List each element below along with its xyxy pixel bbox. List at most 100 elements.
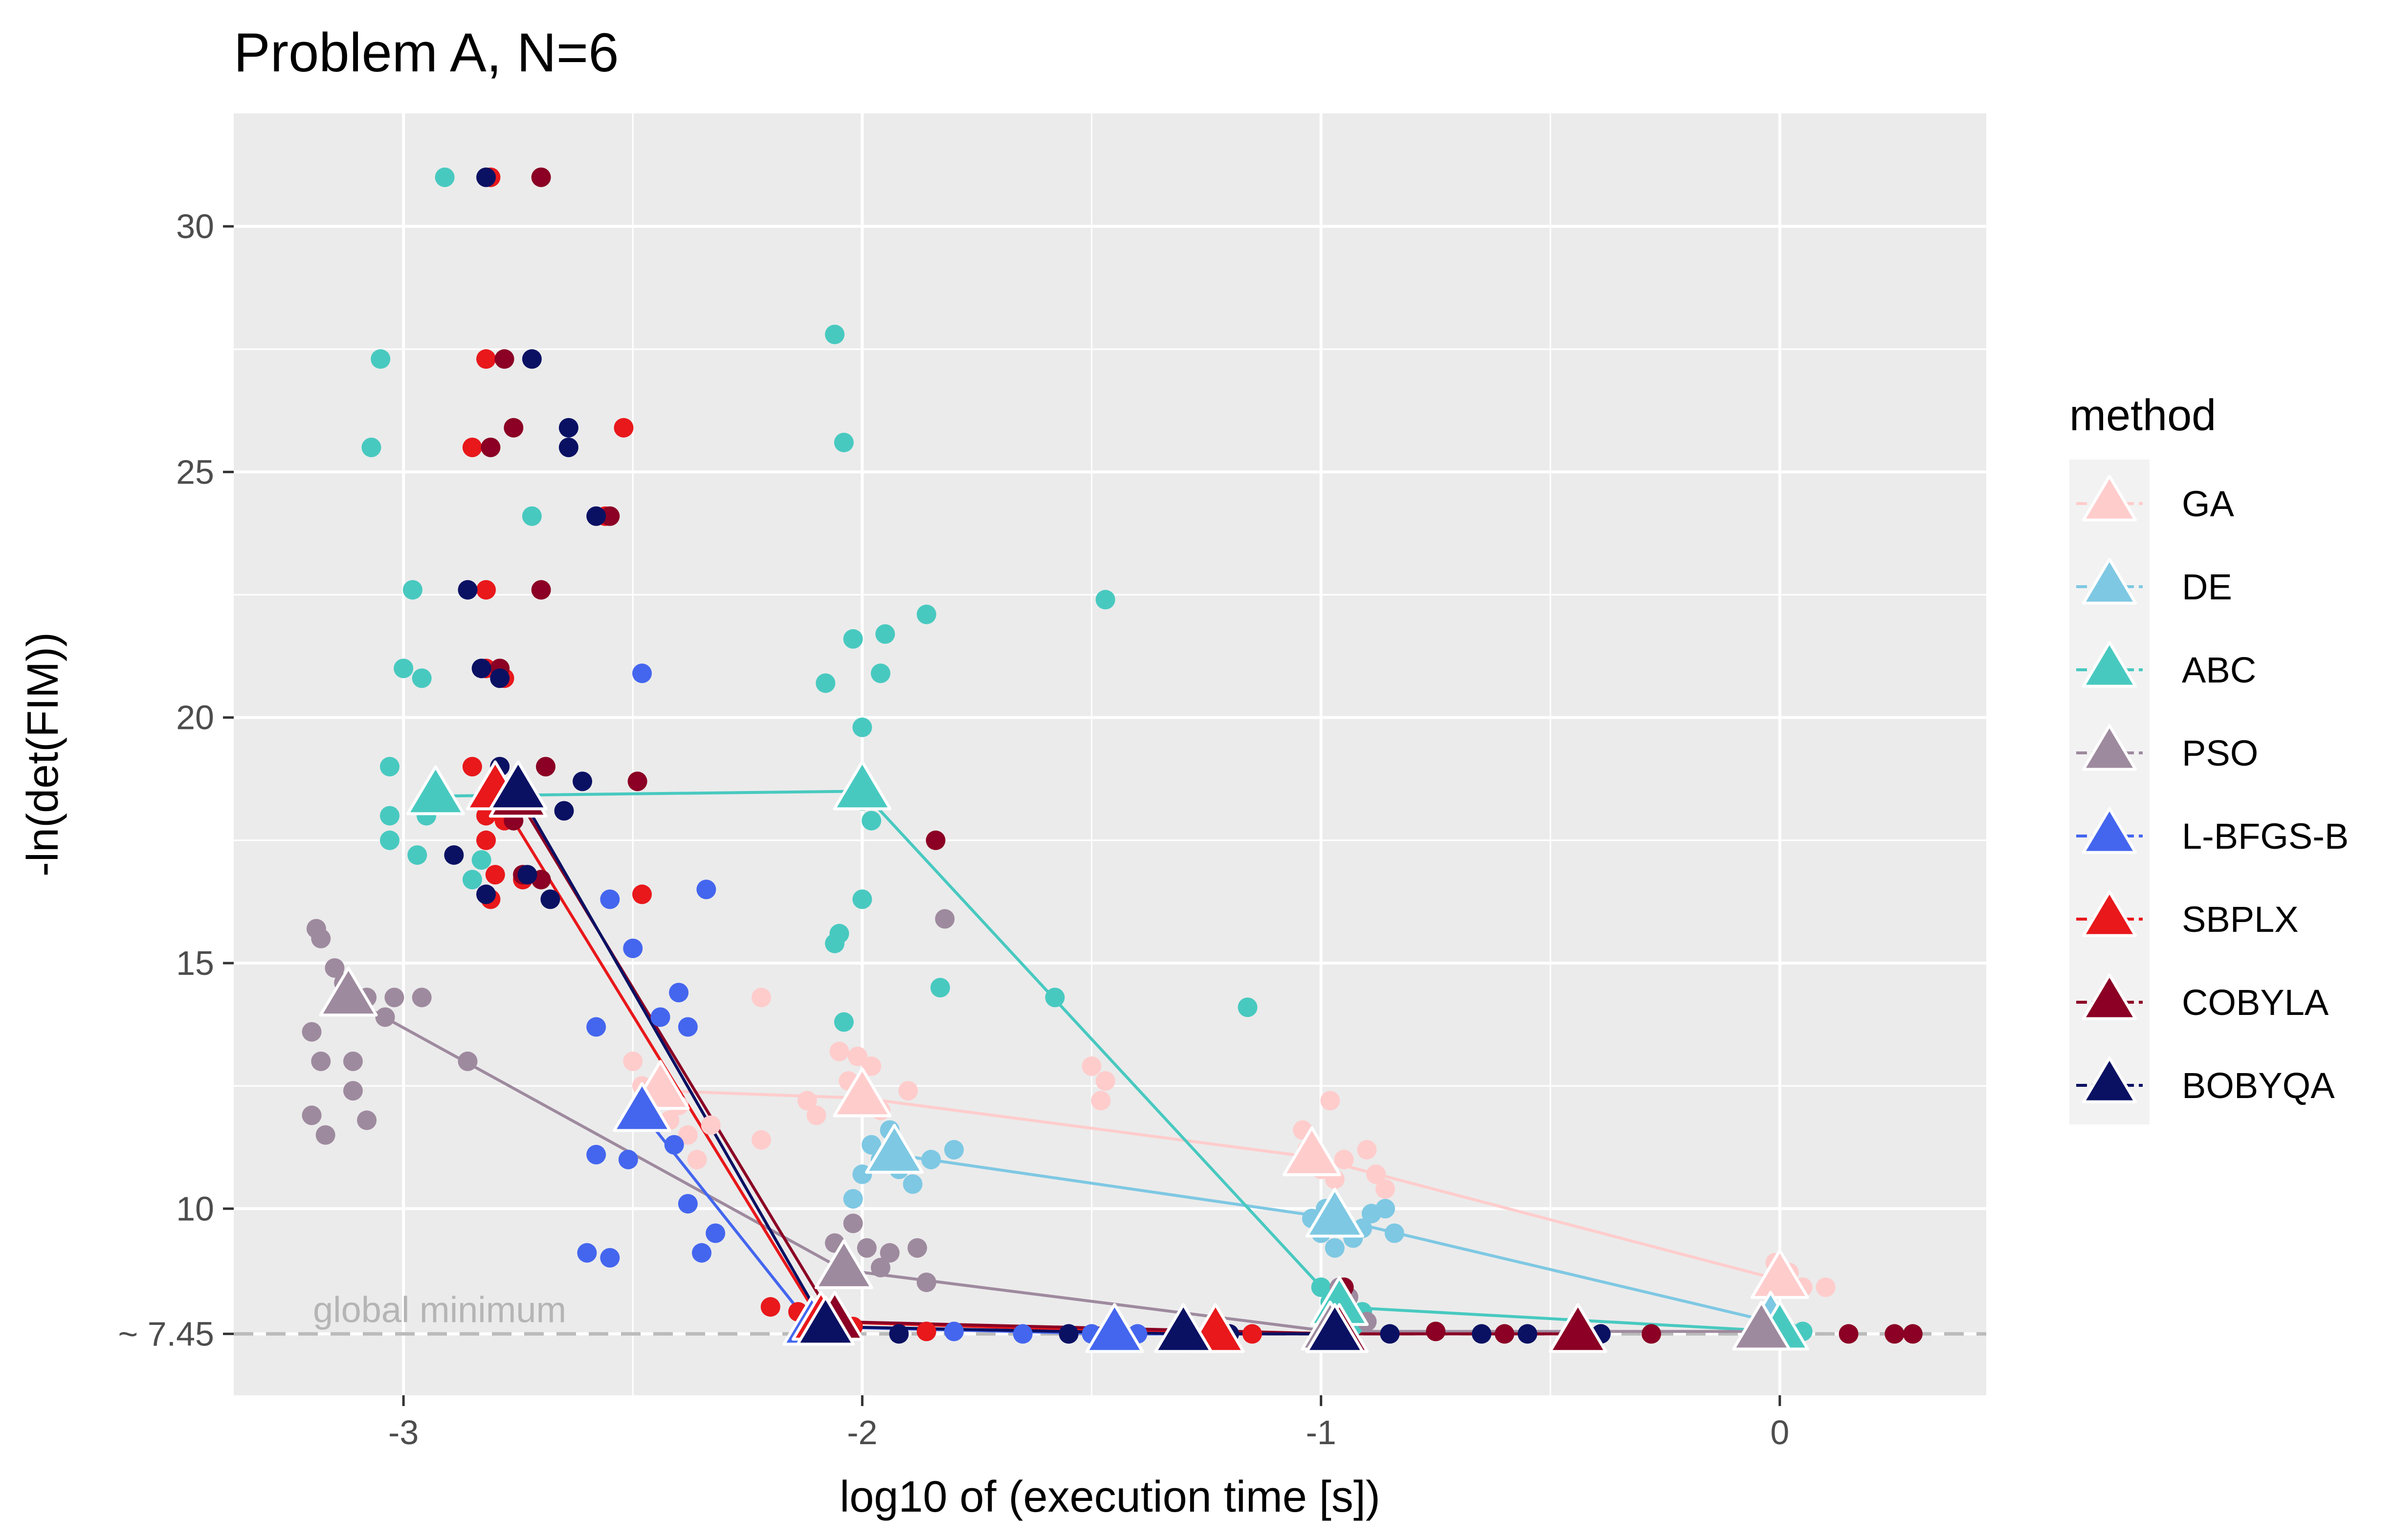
point-bobyqa [522, 349, 542, 369]
point-sbplx [614, 418, 634, 438]
y-tick-label: 10 [176, 1189, 214, 1228]
point-ga [1375, 1179, 1395, 1199]
point-ga [751, 988, 771, 1008]
point-abc [829, 924, 849, 944]
point-pso [357, 1110, 377, 1130]
mean-marker-l-bfgs-b [613, 1082, 672, 1132]
point-l-bfgs-b [586, 1144, 606, 1165]
point-abc [361, 438, 381, 458]
point-pso [843, 1213, 863, 1233]
point-l-bfgs-b [618, 1149, 638, 1169]
point-abc [834, 433, 854, 453]
point-cobyla [504, 418, 524, 438]
point-bobyqa [540, 889, 560, 909]
point-de [944, 1140, 964, 1160]
point-abc [379, 806, 399, 826]
point-ga [829, 1041, 849, 1061]
point-cobyla [1903, 1324, 1923, 1344]
point-pso [311, 928, 331, 948]
point-ga [1357, 1140, 1377, 1160]
point-ga [806, 1105, 826, 1125]
point-abc [834, 1012, 854, 1032]
point-l-bfgs-b [586, 1017, 606, 1037]
point-abc [1311, 1277, 1331, 1297]
point-bobyqa [554, 801, 574, 821]
point-bobyqa [444, 845, 464, 865]
point-pso [412, 988, 432, 1008]
point-sbplx [476, 830, 496, 850]
point-de [862, 1135, 882, 1155]
mean-marker-bobyqa [1305, 1303, 1364, 1353]
point-ga [623, 1051, 643, 1071]
legend-label-bobyqa: BOBYQA [2182, 1065, 2335, 1106]
point-sbplx [1242, 1324, 1262, 1344]
point-l-bfgs-b [691, 1243, 711, 1263]
point-abc [402, 580, 422, 600]
point-l-bfgs-b [577, 1243, 597, 1263]
point-de [1375, 1199, 1395, 1219]
point-l-bfgs-b [600, 889, 620, 909]
point-ga [678, 1125, 698, 1145]
mean-marker-pso [814, 1239, 873, 1289]
mean-marker-ga [833, 1067, 892, 1118]
point-abc [843, 629, 863, 649]
point-abc [371, 349, 391, 369]
legend-key-marker-l-bfgs-b [2082, 807, 2137, 854]
point-l-bfgs-b [678, 1017, 698, 1037]
point-abc [852, 889, 872, 909]
point-pso [384, 988, 404, 1008]
point-cobyla [1885, 1324, 1905, 1344]
point-sbplx [485, 865, 505, 885]
x-axis-title: log10 of (execution time [s]) [840, 1473, 1380, 1521]
point-bobyqa [1471, 1324, 1491, 1344]
point-bobyqa [471, 659, 491, 679]
legend-label-l-bfgs-b: L-BFGS-B [2182, 816, 2349, 857]
mean-marker-abc [833, 760, 892, 811]
point-ga [1334, 1149, 1354, 1169]
point-bobyqa [1380, 1324, 1400, 1344]
point-ga [862, 1056, 882, 1076]
point-pso [325, 958, 345, 978]
point-l-bfgs-b [669, 983, 689, 1003]
point-pso [375, 1007, 395, 1027]
point-cobyla [1642, 1324, 1662, 1344]
point-abc [379, 757, 399, 777]
point-bobyqa [458, 580, 478, 600]
global-minimum-label: global minimum [313, 1289, 566, 1330]
point-cobyla [627, 771, 647, 792]
point-pso [343, 1081, 363, 1101]
point-bobyqa [889, 1324, 909, 1344]
point-bobyqa [558, 418, 578, 438]
legend: method GA DE ABC PSO L-BFGS-B SBPLX COBYLA BOBY… [2069, 391, 2349, 1124]
point-cobyla [531, 580, 551, 600]
mean-path-ga [660, 1089, 1780, 1281]
point-ga [898, 1081, 918, 1101]
point-de [903, 1174, 923, 1194]
legend-key-marker-de [2082, 558, 2137, 605]
x-tick-label: -1 [1306, 1413, 1336, 1452]
point-ga [1082, 1056, 1102, 1076]
point-abc [394, 659, 414, 679]
x-tick-label: -3 [388, 1413, 419, 1452]
point-pso [916, 1272, 936, 1292]
point-sbplx [462, 757, 482, 777]
point-ga [687, 1149, 707, 1169]
point-l-bfgs-b [650, 1007, 670, 1027]
point-abc [407, 845, 427, 865]
point-pso [458, 1051, 478, 1071]
point-abc [1095, 590, 1115, 610]
mean-marker-de [1305, 1188, 1364, 1238]
legend-label-cobyla: COBYLA [2182, 982, 2329, 1023]
point-bobyqa [558, 438, 578, 458]
point-l-bfgs-b [944, 1321, 964, 1342]
point-pso [870, 1257, 890, 1277]
mean-markers [319, 760, 1809, 1353]
point-cobyla [494, 349, 514, 369]
y-tick-label: 20 [176, 699, 214, 737]
point-abc [1238, 997, 1258, 1017]
point-sbplx [632, 884, 652, 904]
point-ga [701, 1115, 721, 1135]
mean-marker-pso [319, 967, 378, 1017]
point-abc [870, 663, 890, 683]
